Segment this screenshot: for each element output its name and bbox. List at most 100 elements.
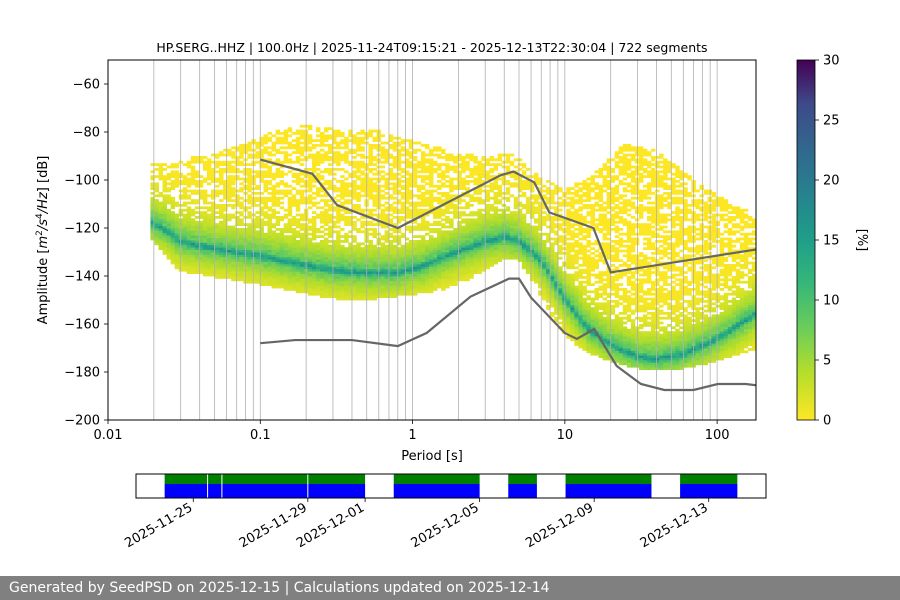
psd-cell (352, 170, 357, 174)
psd-cell (320, 160, 325, 164)
psd-cell (320, 290, 325, 294)
psd-cell (388, 204, 394, 207)
psd-cell (287, 146, 293, 150)
psd-cell (223, 276, 228, 279)
psd-cell (344, 144, 349, 147)
psd-cell (263, 165, 268, 169)
psd-cell (380, 153, 385, 157)
psd-cell (166, 230, 172, 234)
psd-cell (453, 168, 458, 171)
psd-cell (416, 235, 422, 238)
psd-cell (477, 264, 482, 267)
psd-cell (550, 290, 555, 294)
psd-cell (420, 208, 426, 212)
psd-cell (578, 295, 583, 298)
psd-cell (481, 156, 486, 159)
psd-cell (259, 244, 264, 248)
psd-cell (154, 213, 159, 217)
psd-cell (231, 261, 236, 265)
psd-cell (566, 223, 571, 226)
psd-cell (477, 189, 482, 193)
psd-cell (404, 237, 410, 241)
psd-cell (206, 177, 212, 181)
psd-cell (279, 252, 285, 255)
psd-cell (586, 235, 591, 238)
psd-cell (433, 184, 438, 188)
psd-cell (505, 213, 511, 217)
psd-cell (574, 309, 579, 313)
psd-cell (332, 184, 337, 188)
psd-cell (190, 271, 196, 274)
psd-cell (525, 208, 531, 212)
psd-cell (392, 249, 398, 253)
psd-cell (279, 256, 285, 260)
psd-cell (287, 285, 293, 289)
psd-cell (437, 235, 442, 238)
psd-cell (211, 230, 216, 234)
psd-cell (315, 249, 321, 253)
psd-cell (275, 170, 281, 174)
psd-cell (368, 252, 373, 255)
psd-cell (223, 220, 228, 224)
psd-cell (190, 225, 196, 229)
psd-cell (267, 132, 272, 135)
psd-cell (525, 242, 531, 246)
psd-cell (469, 223, 474, 226)
psd-cell (590, 331, 595, 334)
psd-cell (574, 324, 579, 327)
psd-cell (412, 151, 418, 154)
psd-cell (320, 242, 325, 246)
psd-cell (429, 242, 434, 246)
psd-cell (287, 196, 293, 200)
psd-cell (416, 223, 422, 226)
psd-cell (570, 276, 575, 279)
psd-cell (295, 256, 301, 260)
psd-cell (215, 216, 220, 219)
psd-cell (311, 237, 317, 241)
psd-cell (441, 280, 446, 284)
psd-cell (449, 156, 454, 159)
psd-cell (562, 235, 567, 238)
psd-cell (590, 319, 595, 322)
psd-cell (404, 261, 410, 265)
psd-cell (295, 283, 301, 286)
psd-cell (202, 194, 208, 198)
psd-cell (465, 180, 470, 183)
psd-cell (416, 254, 422, 258)
psd-cell (505, 153, 511, 157)
psd-cell (457, 261, 462, 265)
psd-cell (307, 285, 313, 289)
psd-cell (231, 199, 236, 202)
psd-cell (352, 252, 357, 255)
psd-cell (206, 172, 212, 176)
psd-cell (299, 129, 305, 133)
psd-cell (566, 290, 571, 294)
psd-cell (299, 268, 305, 272)
psd-cell (517, 254, 523, 258)
psd-cell (320, 259, 325, 262)
psd-cell (420, 187, 426, 190)
psd-cell (424, 242, 430, 246)
psd-cell (219, 170, 224, 174)
psd-cell (570, 297, 575, 301)
psd-cell (493, 213, 499, 217)
psd-cell (566, 324, 571, 327)
psd-cell (320, 230, 325, 234)
psd-cell (372, 276, 377, 279)
psd-cell (368, 182, 373, 186)
psd-cell (332, 208, 337, 212)
psd-cell (586, 204, 591, 207)
psd-cell (307, 249, 313, 253)
psd-cell (324, 192, 329, 195)
psd-cell (299, 235, 305, 238)
psd-cell (150, 225, 155, 229)
psd-cell (235, 242, 240, 246)
psd-cell (380, 160, 385, 164)
psd-cell (344, 256, 349, 260)
psd-cell (578, 187, 583, 190)
psd-cell (497, 194, 503, 198)
psd-cell (416, 264, 422, 267)
psd-cell (429, 165, 434, 169)
psd-cell (521, 180, 527, 183)
psd-cell (372, 297, 377, 301)
